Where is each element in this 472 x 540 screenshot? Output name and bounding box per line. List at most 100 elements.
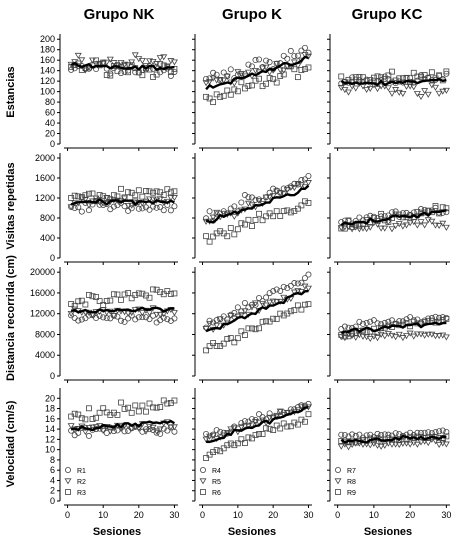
point-R5	[202, 80, 210, 87]
y-tick-label: 400	[40, 233, 55, 243]
point-R9	[378, 210, 385, 217]
mean-line	[70, 419, 176, 432]
point-R8	[406, 330, 414, 337]
point-R8	[442, 441, 450, 448]
point-R3	[132, 192, 139, 199]
point-R4	[213, 71, 220, 78]
point-R5	[241, 423, 249, 430]
point-R3	[121, 291, 128, 298]
point-R4	[238, 199, 245, 206]
point-R3	[150, 404, 156, 411]
point-R6	[287, 209, 294, 216]
panel-grid: 0204060801001201401601802000400800120016…	[30, 34, 451, 520]
panel-1-2	[192, 267, 312, 383]
y-tick-label: 14	[45, 424, 55, 434]
point-R1	[142, 314, 149, 321]
point-R6	[298, 202, 305, 209]
point-R5	[276, 408, 284, 415]
panel-0-2: 0 4000 8000 12000 16000 20000	[30, 267, 178, 383]
point-R8	[341, 335, 349, 342]
point-R3	[153, 188, 160, 195]
point-R4	[231, 309, 238, 316]
point-R6	[231, 339, 238, 346]
point-R5	[244, 423, 252, 430]
point-R5	[248, 422, 256, 429]
point-R4	[263, 294, 270, 301]
point-R3	[118, 185, 124, 192]
y-tick-label: 20	[45, 129, 55, 139]
point-R3	[153, 71, 160, 78]
y-tick-label: 8	[50, 455, 55, 465]
y-tick-label: 0	[50, 139, 55, 149]
point-R3	[110, 291, 117, 298]
point-R6	[231, 231, 238, 238]
point-R7	[443, 209, 450, 216]
point-R8	[439, 220, 447, 227]
y-tick-label: 8000	[35, 329, 55, 339]
point-R5	[290, 289, 298, 296]
mean-line	[340, 209, 447, 227]
x-tick-label: 10	[98, 510, 108, 520]
point-R1	[167, 72, 174, 79]
legend-label-R8: R8	[347, 479, 356, 486]
mean-line	[340, 321, 447, 335]
point-R7	[363, 319, 370, 326]
point-R6	[263, 80, 269, 87]
point-R9	[374, 73, 381, 80]
legend-marker-R1	[65, 466, 72, 473]
point-R9	[338, 225, 345, 232]
point-R3	[139, 402, 146, 409]
point-R1	[96, 201, 103, 208]
point-R6	[284, 423, 291, 430]
point-R3	[150, 286, 156, 293]
point-R9	[363, 329, 370, 336]
point-R6	[224, 233, 231, 240]
point-R9	[370, 74, 377, 81]
point-R6	[249, 82, 255, 89]
point-R6	[277, 213, 284, 219]
point-R8	[381, 225, 389, 232]
point-R5	[280, 67, 288, 74]
point-R9	[392, 211, 399, 218]
point-R1	[164, 427, 171, 434]
point-R4	[256, 56, 263, 63]
panel-1-0	[192, 34, 312, 151]
point-R2	[121, 195, 129, 202]
point-R4	[301, 176, 308, 183]
point-R3	[93, 414, 99, 421]
point-R1	[107, 70, 114, 77]
point-R1	[96, 312, 103, 319]
point-R5	[213, 209, 221, 216]
point-R8	[388, 226, 396, 233]
point-R8	[392, 334, 400, 341]
point-R3	[157, 60, 164, 67]
point-R2	[156, 196, 164, 203]
y-tick-label: 16	[45, 414, 55, 424]
point-R3	[146, 400, 153, 407]
point-R6	[256, 210, 262, 217]
x-axis-title-nk: Sesiones	[93, 526, 141, 538]
point-R6	[294, 205, 301, 212]
point-R8	[381, 333, 389, 340]
point-R7	[349, 431, 356, 438]
point-R8	[337, 443, 345, 450]
point-R7	[407, 314, 414, 321]
point-R9	[410, 69, 417, 76]
point-R6	[277, 425, 284, 432]
point-R8	[359, 333, 367, 340]
row-label-velocidad: Velocidad (cm/s)	[5, 400, 17, 487]
point-R6	[252, 326, 259, 333]
point-R8	[413, 222, 421, 229]
point-R3	[93, 57, 99, 64]
point-R7	[352, 432, 359, 439]
point-R9	[421, 72, 428, 78]
point-R4	[256, 294, 263, 301]
point-R3	[103, 195, 110, 201]
column-title-kc: Grupo KC	[352, 6, 423, 23]
point-R1	[85, 432, 92, 439]
point-R7	[341, 431, 348, 438]
point-R5	[276, 67, 284, 74]
point-R3	[78, 297, 85, 304]
y-tick-label: 10	[45, 445, 55, 455]
